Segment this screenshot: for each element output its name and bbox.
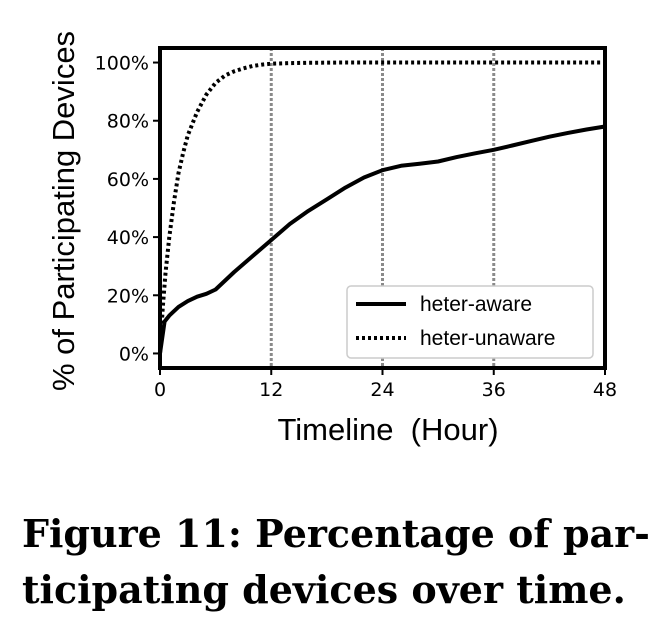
y-tick-label: 20% — [107, 285, 149, 307]
x-axis-ticks: 0 12 24 36 48 — [154, 368, 617, 401]
x-tick-label: 12 — [259, 379, 283, 401]
y-axis-label: % of Participating Devices — [46, 31, 81, 391]
x-tick-label: 0 — [154, 379, 166, 401]
figure-caption: Figure 11: Percentage of par- ticipating… — [22, 506, 652, 618]
series-line-heter-aware — [158, 124, 606, 354]
legend-label-heter-unaware: heter-unaware — [420, 327, 555, 350]
y-tick-label: 80% — [107, 111, 149, 133]
caption-line-1: Figure 11: Percentage of par- — [22, 511, 650, 556]
y-tick-label: 0% — [119, 343, 149, 365]
x-tick-label: 24 — [370, 379, 394, 401]
caption-line-2: ticipating devices over time. — [22, 567, 626, 612]
line-chart: 0% 20% 40% 60% 80% 100% 0 12 24 36 48 % of Partic… — [46, 31, 617, 447]
x-tick-label: 36 — [482, 379, 506, 401]
x-tick-label: 48 — [593, 379, 617, 401]
legend-label-heter-aware: heter-aware — [420, 293, 532, 316]
series-line-heter-unaware — [158, 60, 605, 354]
y-tick-label: 40% — [107, 227, 149, 249]
series-lines — [158, 60, 606, 354]
y-tick-label: 60% — [107, 169, 149, 191]
legend-box — [346, 285, 594, 359]
x-axis-label: Timeline (Hour) — [277, 412, 498, 447]
y-axis-ticks: 0% 20% 40% 60% 80% 100% — [95, 53, 160, 365]
y-tick-label: 100% — [95, 53, 149, 75]
legend: heter-aware heter-unaware — [346, 285, 594, 359]
